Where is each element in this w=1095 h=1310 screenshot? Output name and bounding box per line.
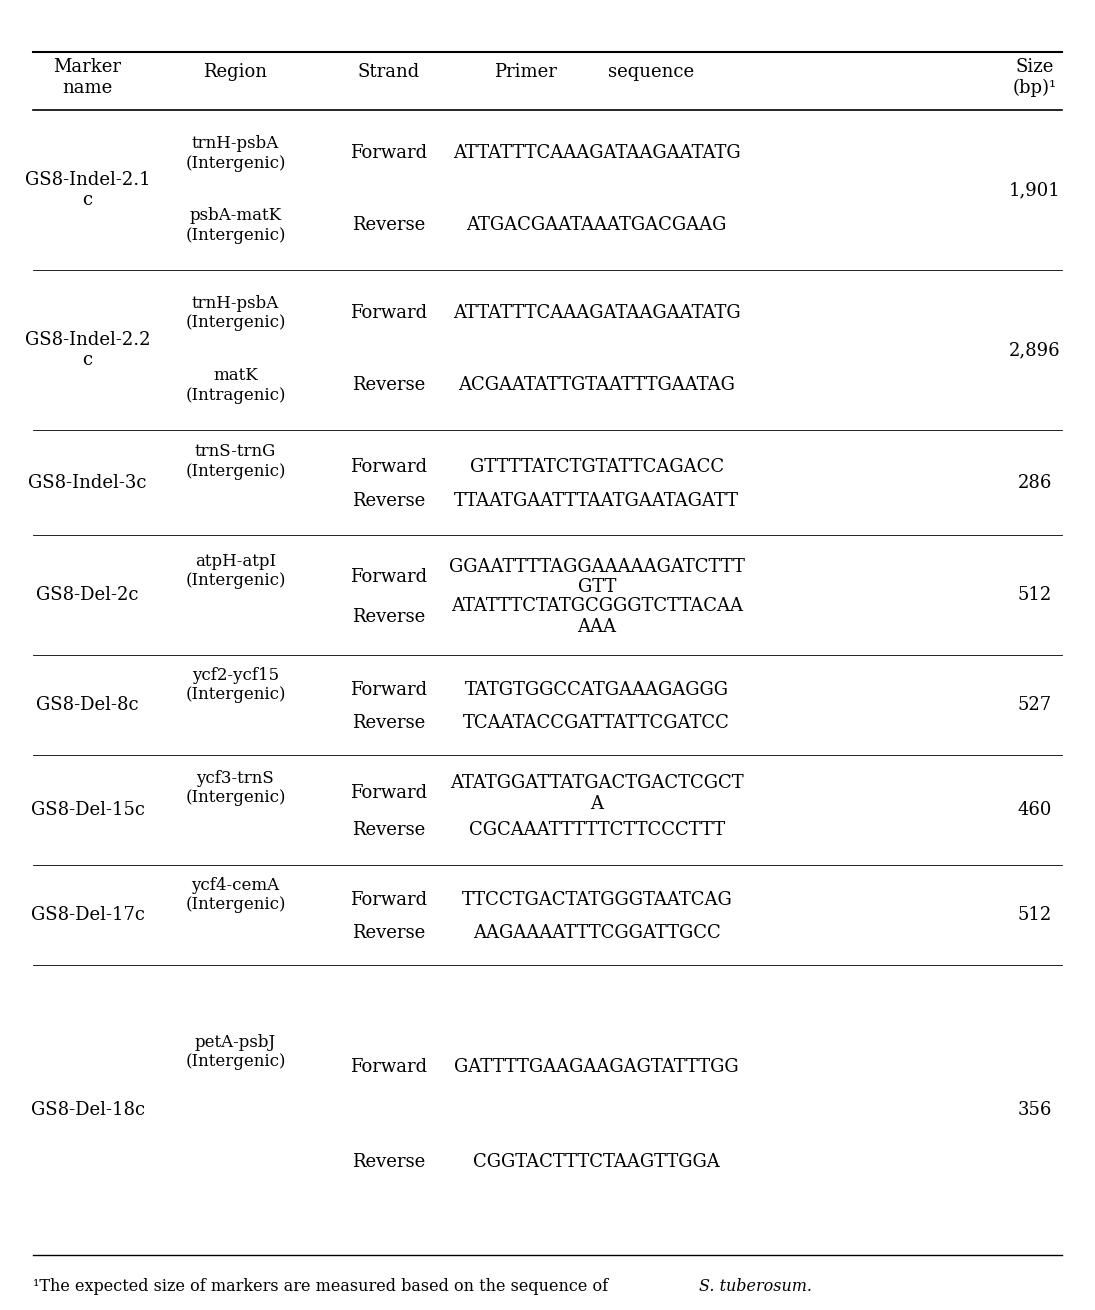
Text: 1,901: 1,901 bbox=[1008, 181, 1061, 199]
Text: 460: 460 bbox=[1017, 800, 1052, 819]
Text: GS8-Del-18c: GS8-Del-18c bbox=[31, 1100, 145, 1119]
Text: Forward: Forward bbox=[350, 681, 427, 700]
Text: Reverse: Reverse bbox=[353, 714, 425, 732]
Text: trnH-psbA
(Intergenic): trnH-psbA (Intergenic) bbox=[185, 135, 286, 172]
Text: Reverse: Reverse bbox=[353, 216, 425, 234]
Text: GATTTTGAAGAAGAGTATTTGG: GATTTTGAAGAAGAGTATTTGG bbox=[454, 1057, 739, 1076]
Text: 286: 286 bbox=[1017, 473, 1052, 491]
Text: matK
(Intragenic): matK (Intragenic) bbox=[185, 367, 286, 403]
Text: GTTTTATCTGTATTCAGACC: GTTTTATCTGTATTCAGACC bbox=[470, 457, 724, 476]
Text: TCAATACCGATTATTCGATCC: TCAATACCGATTATTCGATCC bbox=[463, 714, 730, 732]
Text: Reverse: Reverse bbox=[353, 493, 425, 511]
Text: GS8-Del-8c: GS8-Del-8c bbox=[36, 696, 139, 714]
Text: TTAATGAATTTAATGAATAGATT: TTAATGAATTTAATGAATAGATT bbox=[454, 493, 739, 511]
Text: petA-psbJ
(Intergenic): petA-psbJ (Intergenic) bbox=[185, 1034, 286, 1070]
Text: ACGAATATTGTAATTTGAATAG: ACGAATATTGTAATTTGAATAG bbox=[459, 376, 735, 394]
Text: 527: 527 bbox=[1017, 696, 1052, 714]
Text: 512: 512 bbox=[1017, 907, 1052, 924]
Text: GS8-Del-15c: GS8-Del-15c bbox=[31, 800, 145, 819]
Text: ATATGGATTATGACTGACTCGCT
A: ATATGGATTATGACTGACTCGCT A bbox=[450, 774, 744, 814]
Text: Forward: Forward bbox=[350, 144, 427, 162]
Text: Forward: Forward bbox=[350, 785, 427, 803]
Text: GS8-Indel-2.1
c: GS8-Indel-2.1 c bbox=[25, 170, 150, 210]
Text: ATTATTTCAAAGATAAGAATATG: ATTATTTCAAAGATAAGAATATG bbox=[453, 304, 740, 322]
Text: psbA-matK
(Intergenic): psbA-matK (Intergenic) bbox=[185, 207, 286, 244]
Text: 512: 512 bbox=[1017, 586, 1052, 604]
Text: sequence: sequence bbox=[609, 63, 694, 81]
Text: Reverse: Reverse bbox=[353, 376, 425, 394]
Text: Region: Region bbox=[204, 63, 267, 81]
Text: Reverse: Reverse bbox=[353, 924, 425, 942]
Text: TTCCTGACTATGGGTAATCAG: TTCCTGACTATGGGTAATCAG bbox=[461, 891, 733, 909]
Text: GGAATTTTAGGAAAAAGATCTTT
GTT: GGAATTTTAGGAAAAAGATCTTT GTT bbox=[449, 558, 745, 596]
Text: CGCAAATTTTTCTTCCCTTT: CGCAAATTTTTCTTCCCTTT bbox=[469, 821, 725, 838]
Text: AAGAAAATTTCGGATTGCC: AAGAAAATTTCGGATTGCC bbox=[473, 924, 721, 942]
Text: Primer: Primer bbox=[494, 63, 557, 81]
Text: trnH-psbA
(Intergenic): trnH-psbA (Intergenic) bbox=[185, 295, 286, 331]
Text: ycf3-trnS
(Intergenic): ycf3-trnS (Intergenic) bbox=[185, 770, 286, 806]
Text: ATGACGAATAAATGACGAAG: ATGACGAATAAATGACGAAG bbox=[466, 216, 727, 234]
Text: TATGTGGCCATGAAAGAGGG: TATGTGGCCATGAAAGAGGG bbox=[464, 681, 729, 700]
Text: Forward: Forward bbox=[350, 569, 427, 586]
Text: ¹The expected size of markers are measured based on the sequence of: ¹The expected size of markers are measur… bbox=[33, 1279, 613, 1296]
Text: Reverse: Reverse bbox=[353, 821, 425, 838]
Text: GS8-Del-2c: GS8-Del-2c bbox=[36, 586, 139, 604]
Text: Reverse: Reverse bbox=[353, 1153, 425, 1171]
Text: Strand: Strand bbox=[358, 63, 419, 81]
Text: ATATTTCTATGCGGGTCTTACAA
AAA: ATATTTCTATGCGGGTCTTACAA AAA bbox=[451, 597, 742, 635]
Text: Forward: Forward bbox=[350, 891, 427, 909]
Text: Forward: Forward bbox=[350, 304, 427, 322]
Text: atpH-atpI
(Intergenic): atpH-atpI (Intergenic) bbox=[185, 553, 286, 590]
Text: ycf2-ycf15
(Intergenic): ycf2-ycf15 (Intergenic) bbox=[185, 667, 286, 703]
Text: Reverse: Reverse bbox=[353, 608, 425, 626]
Text: GS8-Del-17c: GS8-Del-17c bbox=[31, 907, 145, 924]
Text: CGGTACTTTCTAAGTTGGA: CGGTACTTTCTAAGTTGGA bbox=[473, 1153, 721, 1171]
Text: ycf4-cemA
(Intergenic): ycf4-cemA (Intergenic) bbox=[185, 876, 286, 913]
Text: GS8-Indel-3c: GS8-Indel-3c bbox=[28, 473, 147, 491]
Text: 2,896: 2,896 bbox=[1008, 341, 1061, 359]
Text: GS8-Indel-2.2
c: GS8-Indel-2.2 c bbox=[25, 330, 150, 369]
Text: trnS-trnG
(Intergenic): trnS-trnG (Intergenic) bbox=[185, 443, 286, 479]
Text: Forward: Forward bbox=[350, 1057, 427, 1076]
Text: Size
(bp)¹: Size (bp)¹ bbox=[1013, 58, 1057, 97]
Text: Marker
name: Marker name bbox=[54, 58, 122, 97]
Text: ATTATTTCAAAGATAAGAATATG: ATTATTTCAAAGATAAGAATATG bbox=[453, 144, 740, 162]
Text: S. tuberosum.: S. tuberosum. bbox=[700, 1279, 812, 1296]
Text: 356: 356 bbox=[1017, 1100, 1052, 1119]
Text: Forward: Forward bbox=[350, 457, 427, 476]
